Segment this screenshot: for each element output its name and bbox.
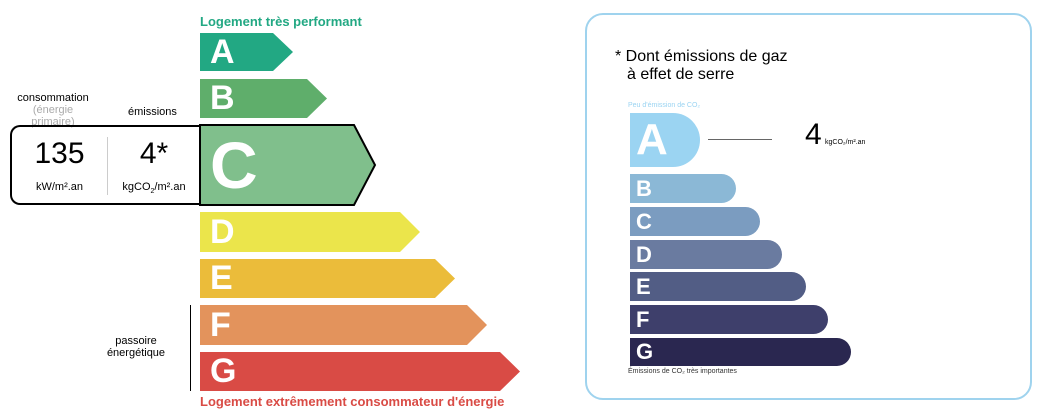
co2-class-g: G bbox=[630, 338, 851, 366]
emissions-value: 4* bbox=[139, 137, 169, 170]
energy-class-f: F bbox=[200, 305, 487, 345]
co2-value: 4 bbox=[805, 118, 822, 151]
energy-class-d: D bbox=[200, 212, 420, 252]
co2-panel bbox=[585, 13, 1032, 400]
current-class-outline bbox=[199, 124, 377, 206]
energy-class-e: E bbox=[200, 259, 455, 298]
co2-class-c: C bbox=[630, 207, 760, 236]
passoire-label: passoire énergétique bbox=[106, 335, 166, 359]
co2-class-f: F bbox=[630, 305, 828, 334]
co2-title-line1: * Dont émissions de gaz bbox=[615, 48, 788, 65]
co2-bottom-label: Émissions de CO₂ très importantes bbox=[628, 368, 737, 375]
co2-unit: kgCO₂/m².an bbox=[825, 139, 866, 146]
co2-class-e: E bbox=[630, 272, 806, 301]
label-top: Logement très performant bbox=[200, 14, 362, 29]
co2-class-b: B bbox=[630, 174, 736, 203]
unit-post: /m².an bbox=[154, 181, 186, 193]
label-bottom: Logement extrêmement consommateur d'éner… bbox=[200, 394, 505, 409]
co2-top-label: Peu d'émission de CO₂ bbox=[628, 102, 701, 109]
consumption-label: consommation (énergie primaire) bbox=[12, 92, 94, 128]
unit-sub: 2 bbox=[150, 188, 155, 196]
passoire-line bbox=[190, 305, 191, 391]
consumption-value: 135 bbox=[34, 137, 85, 170]
co2-class-a: A bbox=[630, 113, 700, 167]
co2-class-d: D bbox=[630, 240, 782, 269]
emissions-unit: kgCO2/m².an bbox=[108, 181, 200, 195]
energy-class-b: B bbox=[200, 79, 327, 118]
consumption-title: consommation bbox=[17, 92, 89, 104]
current-values-box: 135 kW/m².an 4* kgCO2/m².an bbox=[10, 125, 200, 205]
co2-title: * Dont émissions de gaz à effet de serre bbox=[615, 48, 788, 84]
co2-pointer-line bbox=[708, 139, 772, 140]
energy-class-g: G bbox=[200, 352, 520, 391]
energy-class-a: A bbox=[200, 33, 293, 71]
unit-pre: kgCO bbox=[122, 181, 151, 193]
energy-class-c: C bbox=[200, 125, 375, 205]
divider bbox=[107, 137, 108, 195]
consumption-unit: kW/m².an bbox=[35, 181, 84, 193]
co2-title-line2: à effet de serre bbox=[627, 66, 735, 83]
emissions-label: émissions bbox=[128, 106, 177, 118]
